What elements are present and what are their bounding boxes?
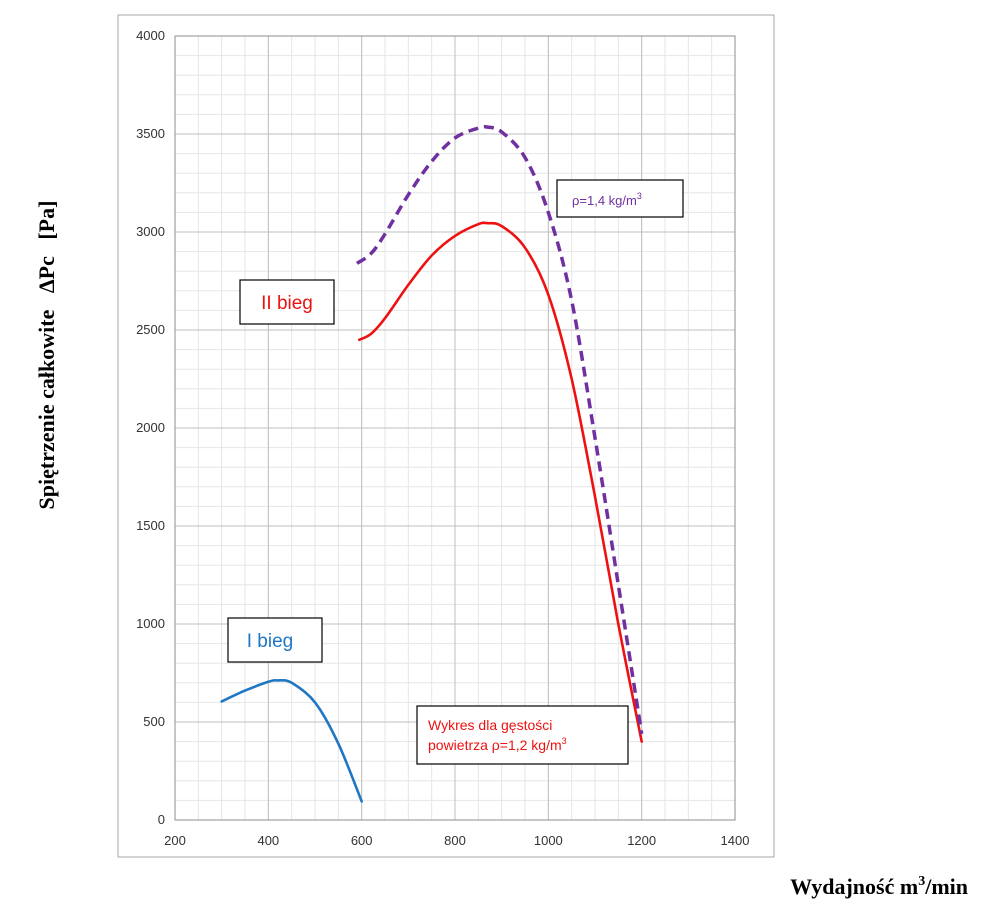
- x-tick-label: 1000: [534, 833, 563, 848]
- rho14-text: ρ=1,4 kg/m: [572, 193, 637, 208]
- x-tick-label: 600: [351, 833, 373, 848]
- rho12-line2: powietrza ρ=1,2 kg/m3: [428, 736, 567, 753]
- series-line-1: [220, 678, 363, 803]
- x-tick-label: 400: [257, 833, 279, 848]
- series-layer: [220, 124, 644, 803]
- y-tick-label: 3000: [136, 224, 165, 239]
- y-tick-label: 4000: [136, 28, 165, 43]
- rho12-box: [416, 705, 629, 765]
- series-line-2: [358, 221, 643, 743]
- y-axis-title: Spiętrzenie całkowite ΔPc [Pa]: [34, 201, 59, 510]
- gear2-label: II bieg: [261, 293, 313, 314]
- y-tick-label: 2500: [136, 322, 165, 337]
- y-tick-label: 0: [158, 812, 165, 827]
- gear1-label: I bieg: [247, 631, 293, 652]
- rho12-sup: 3: [562, 736, 567, 746]
- x-tick-label: 800: [444, 833, 466, 848]
- rho14-box: [556, 179, 684, 218]
- y-tick-label: 1500: [136, 518, 165, 533]
- x-axis-title-suffix: /min: [924, 874, 968, 899]
- x-axis-title: Wydajność m3/min: [790, 874, 968, 899]
- series-line-3: [355, 124, 644, 735]
- rho14-sup: 3: [637, 191, 642, 201]
- x-tick-label: 200: [164, 833, 186, 848]
- y-tick-label: 1000: [136, 616, 165, 631]
- y-tick-label: 500: [143, 714, 165, 729]
- rho12-text: powietrza ρ=1,2 kg/m: [428, 737, 562, 753]
- x-tick-label: 1200: [627, 833, 656, 848]
- y-tick-labels: 0 500 1000 1500 2000 2500 3000 3500 4000: [136, 28, 165, 827]
- x-axis-title-text: Wydajność m: [790, 874, 918, 899]
- gear1-box: [227, 617, 323, 663]
- y-tick-label: 2000: [136, 420, 165, 435]
- y-tick-label: 3500: [136, 126, 165, 141]
- gear2-annotation: II bieg: [239, 279, 335, 325]
- x-tick-labels: 200 400 600 800 1000 1200 1400: [164, 833, 749, 848]
- x-axis-title-sup: 3: [918, 874, 925, 889]
- rho12-line1: Wykres dla gęstości: [428, 717, 552, 733]
- rho12-annotation: Wykres dla gęstości powietrza ρ=1,2 kg/m…: [416, 705, 629, 765]
- rho14-annotation: ρ=1,4 kg/m3: [556, 179, 684, 218]
- gear1-annotation: I bieg: [227, 617, 323, 663]
- plot-area-border: [174, 35, 736, 821]
- gear2-box: [239, 279, 335, 325]
- rho14-label: ρ=1,4 kg/m3: [572, 191, 642, 208]
- x-tick-label: 1400: [721, 833, 750, 848]
